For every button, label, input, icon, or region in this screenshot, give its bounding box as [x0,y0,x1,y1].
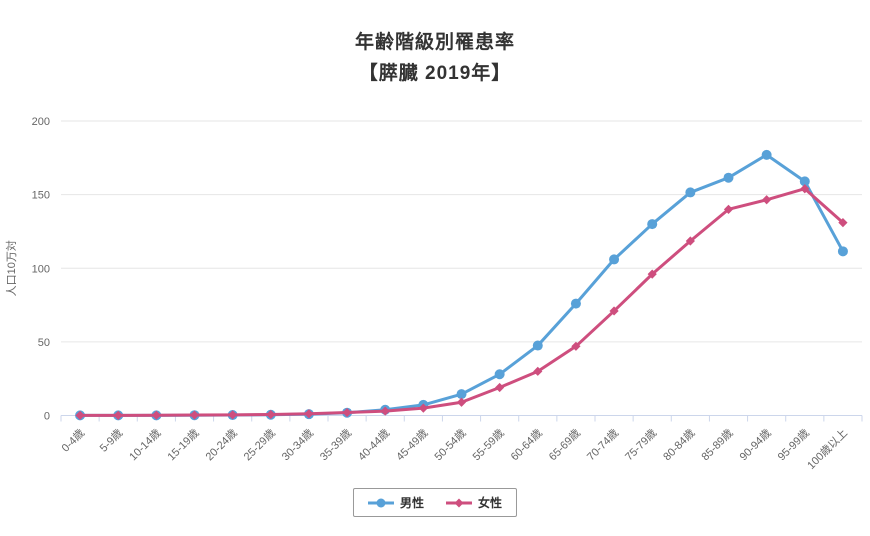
svg-text:20-24歳: 20-24歳 [203,426,240,463]
svg-text:100歳以上: 100歳以上 [805,426,851,472]
svg-text:0: 0 [44,411,50,423]
legend-label-female: 女性 [478,496,503,510]
svg-text:85-89歳: 85-89歳 [699,426,736,463]
legend: 男性 女性 [352,488,518,517]
svg-text:30-34歳: 30-34歳 [279,426,316,463]
male-series-marker-icon [367,497,394,509]
svg-text:50: 50 [38,337,50,349]
svg-text:40-44歳: 40-44歳 [355,426,392,463]
svg-text:65-69歳: 65-69歳 [546,426,583,463]
svg-text:90-94歳: 90-94歳 [737,426,774,463]
legend-item-male[interactable]: 男性 [367,494,424,511]
svg-text:5-9歳: 5-9歳 [97,426,125,454]
svg-text:15-19歳: 15-19歳 [165,426,202,463]
legend-item-female[interactable]: 女性 [446,494,502,511]
svg-text:80-84歳: 80-84歳 [661,426,698,463]
svg-text:60-64歳: 60-64歳 [508,426,545,463]
svg-text:人口10万対: 人口10万対 [4,240,18,296]
svg-text:150: 150 [32,190,50,202]
svg-text:200: 200 [32,116,50,128]
chart-title: 年齢階級別罹患率 [354,32,515,53]
svg-text:25-29歳: 25-29歳 [241,426,278,463]
svg-text:45-49歳: 45-49歳 [394,426,431,463]
svg-text:100: 100 [32,263,50,275]
legend-label-male: 男性 [399,496,424,510]
svg-text:55-59歳: 55-59歳 [470,426,507,463]
svg-text:95-99歳: 95-99歳 [775,426,812,463]
svg-text:50-54歳: 50-54歳 [432,426,469,463]
svg-text:35-39歳: 35-39歳 [317,426,354,463]
female-series-marker-icon [446,497,472,509]
svg-text:0-4歳: 0-4歳 [59,426,87,454]
svg-text:70-74歳: 70-74歳 [584,426,621,463]
svg-text:75-79歳: 75-79歳 [622,426,659,463]
svg-text:10-14歳: 10-14歳 [127,426,164,463]
chart-subtitle: 【膵臓 2019年】 [358,63,512,84]
